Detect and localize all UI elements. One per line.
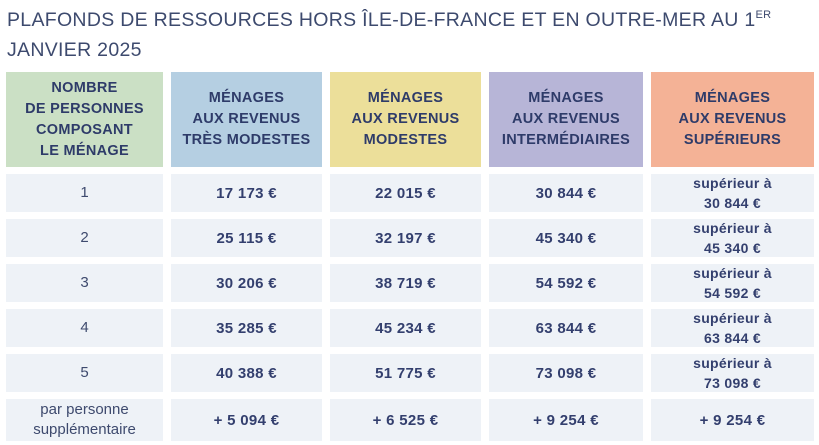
row-label-cell: 2 [6, 219, 163, 257]
value-cell: 17 173 € [171, 174, 322, 212]
header-cell-intermediaires: MÉNAGES AUX REVENUS INTERMÉDIAIRES [489, 72, 643, 167]
value-cell: 51 775 € [330, 354, 481, 392]
row-label-cell: 3 [6, 264, 163, 302]
value-cell: 45 234 € [330, 309, 481, 347]
value-cell: supérieur à 63 844 € [651, 309, 814, 347]
value-cell: 54 592 € [489, 264, 643, 302]
value-cell: 40 388 € [171, 354, 322, 392]
header-cell-modestes: MÉNAGES AUX REVENUS MODESTES [330, 72, 481, 167]
page-title-line2: JANVIER 2025 [7, 39, 142, 61]
header-cell-tres-modestes: MÉNAGES AUX REVENUS TRÈS MODESTES [171, 72, 322, 167]
value-cell: supérieur à 54 592 € [651, 264, 814, 302]
value-cell: 63 844 € [489, 309, 643, 347]
value-cell: 30 206 € [171, 264, 322, 302]
value-cell: 45 340 € [489, 219, 643, 257]
row-label-cell: par personne supplémentaire [6, 399, 163, 441]
value-cell: 73 098 € [489, 354, 643, 392]
value-cell: 35 285 € [171, 309, 322, 347]
row-label-cell: 1 [6, 174, 163, 212]
page-title: PLAFONDS DE RESSOURCES HORS ÎLE-DE-FRANC… [7, 5, 807, 65]
page-title-text: PLAFONDS DE RESSOURCES HORS ÎLE-DE-FRANC… [7, 9, 756, 31]
value-cell: + 5 094 € [171, 399, 322, 441]
value-cell: 30 844 € [489, 174, 643, 212]
value-cell: supérieur à 45 340 € [651, 219, 814, 257]
value-cell: 25 115 € [171, 219, 322, 257]
value-cell: 32 197 € [330, 219, 481, 257]
resource-ceilings-table: NOMBRE DE PERSONNES COMPOSANT LE MÉNAGE … [6, 72, 819, 441]
value-cell: + 9 254 € [489, 399, 643, 441]
row-label-cell: 4 [6, 309, 163, 347]
value-cell: + 6 525 € [330, 399, 481, 441]
value-cell: supérieur à 30 844 € [651, 174, 814, 212]
page-title-superscript: ER [755, 8, 772, 21]
value-cell: 22 015 € [330, 174, 481, 212]
value-cell: supérieur à 73 098 € [651, 354, 814, 392]
value-cell: + 9 254 € [651, 399, 814, 441]
header-cell-superieurs: MÉNAGES AUX REVENUS SUPÉRIEURS [651, 72, 814, 167]
header-cell-household: NOMBRE DE PERSONNES COMPOSANT LE MÉNAGE [6, 72, 163, 167]
row-label-cell: 5 [6, 354, 163, 392]
value-cell: 38 719 € [330, 264, 481, 302]
